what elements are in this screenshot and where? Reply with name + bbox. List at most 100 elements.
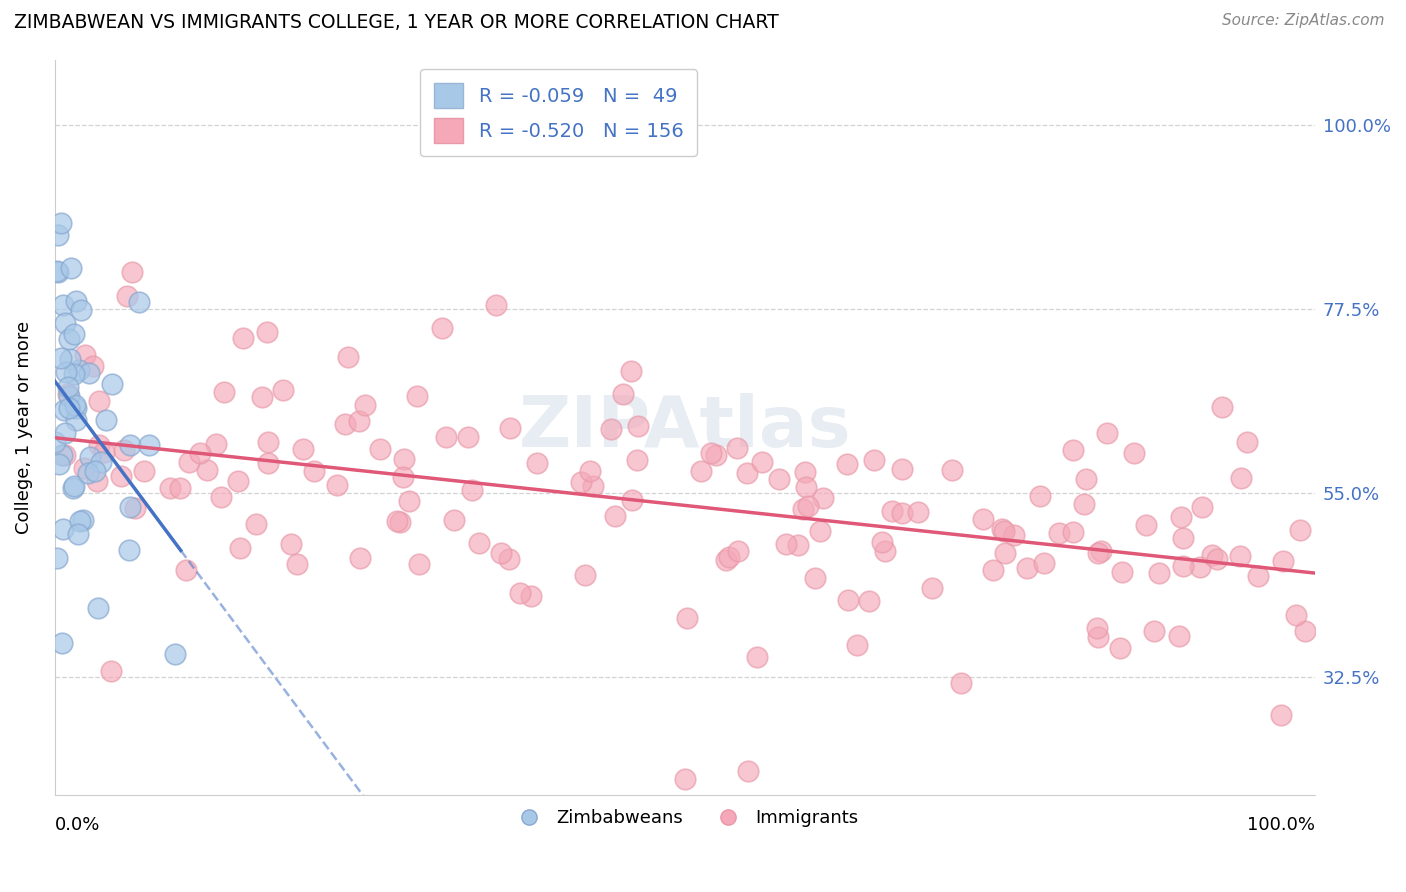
Point bbox=[67, 363, 90, 377]
Point bbox=[1149, 566, 1171, 580]
Point bbox=[1229, 549, 1251, 563]
Point bbox=[837, 592, 859, 607]
Point bbox=[1108, 640, 1130, 655]
Point bbox=[1002, 528, 1025, 542]
Point bbox=[620, 364, 643, 378]
Point bbox=[882, 504, 904, 518]
Point bbox=[714, 553, 737, 567]
Point bbox=[51, 448, 73, 462]
Point bbox=[63, 398, 86, 412]
Point bbox=[49, 351, 72, 365]
Point bbox=[69, 514, 91, 528]
Point bbox=[1247, 569, 1270, 583]
Point bbox=[1189, 559, 1212, 574]
Point bbox=[101, 376, 124, 391]
Point bbox=[907, 505, 929, 519]
Point bbox=[1033, 556, 1056, 570]
Point bbox=[65, 401, 87, 416]
Point bbox=[1135, 518, 1157, 533]
Point bbox=[53, 425, 76, 440]
Point bbox=[972, 512, 994, 526]
Point bbox=[626, 452, 648, 467]
Point bbox=[65, 413, 87, 427]
Point bbox=[63, 327, 86, 342]
Point bbox=[370, 442, 392, 456]
Point bbox=[44, 435, 66, 450]
Point bbox=[745, 650, 768, 665]
Point bbox=[845, 639, 868, 653]
Point bbox=[1062, 525, 1084, 540]
Point bbox=[443, 513, 465, 527]
Point bbox=[70, 302, 93, 317]
Point bbox=[717, 549, 740, 564]
Point bbox=[991, 522, 1014, 536]
Point bbox=[792, 502, 814, 516]
Point bbox=[797, 500, 820, 514]
Point bbox=[432, 321, 454, 335]
Point bbox=[1097, 425, 1119, 440]
Point bbox=[59, 351, 82, 366]
Point bbox=[1230, 470, 1253, 484]
Point bbox=[51, 636, 73, 650]
Point bbox=[138, 437, 160, 451]
Point bbox=[389, 515, 412, 529]
Point bbox=[66, 527, 89, 541]
Point bbox=[336, 350, 359, 364]
Point bbox=[58, 388, 80, 402]
Point bbox=[804, 571, 827, 585]
Point bbox=[391, 469, 413, 483]
Point bbox=[228, 541, 250, 556]
Point bbox=[498, 552, 520, 566]
Point bbox=[1087, 546, 1109, 560]
Text: ZIPAtlas: ZIPAtlas bbox=[519, 393, 851, 462]
Point bbox=[52, 522, 75, 536]
Point bbox=[1087, 630, 1109, 644]
Point bbox=[55, 365, 77, 379]
Point bbox=[195, 463, 218, 477]
Point bbox=[509, 586, 531, 600]
Point bbox=[1272, 554, 1295, 568]
Point bbox=[333, 417, 356, 432]
Point bbox=[354, 398, 377, 412]
Point bbox=[232, 331, 254, 345]
Point bbox=[79, 367, 101, 381]
Point bbox=[110, 469, 132, 483]
Point bbox=[271, 383, 294, 397]
Point bbox=[1076, 472, 1098, 486]
Point bbox=[87, 393, 110, 408]
Point bbox=[775, 537, 797, 551]
Text: 100.0%: 100.0% bbox=[1247, 816, 1315, 834]
Point bbox=[1090, 544, 1112, 558]
Point bbox=[304, 464, 326, 478]
Point bbox=[256, 325, 278, 339]
Point bbox=[578, 464, 600, 478]
Point bbox=[794, 466, 817, 480]
Point bbox=[941, 463, 963, 477]
Point bbox=[349, 550, 371, 565]
Point bbox=[347, 414, 370, 428]
Text: ZIMBABWEAN VS IMMIGRANTS COLLEGE, 1 YEAR OR MORE CORRELATION CHART: ZIMBABWEAN VS IMMIGRANTS COLLEGE, 1 YEAR… bbox=[14, 13, 779, 32]
Point bbox=[1143, 624, 1166, 638]
Point bbox=[676, 611, 699, 625]
Point bbox=[1015, 560, 1038, 574]
Point bbox=[89, 438, 111, 452]
Point bbox=[163, 648, 186, 662]
Point bbox=[73, 461, 96, 475]
Y-axis label: College, 1 year or more: College, 1 year or more bbox=[15, 321, 32, 534]
Point bbox=[65, 293, 87, 308]
Point bbox=[77, 466, 100, 480]
Point bbox=[62, 481, 84, 495]
Point bbox=[408, 557, 430, 571]
Point bbox=[994, 546, 1017, 560]
Point bbox=[73, 348, 96, 362]
Point bbox=[120, 438, 142, 452]
Point bbox=[1171, 559, 1194, 574]
Point bbox=[690, 464, 713, 478]
Point bbox=[811, 491, 834, 505]
Point bbox=[891, 462, 914, 476]
Point bbox=[1168, 629, 1191, 643]
Point bbox=[491, 546, 513, 560]
Point bbox=[434, 430, 457, 444]
Point bbox=[1201, 548, 1223, 562]
Point bbox=[1085, 621, 1108, 635]
